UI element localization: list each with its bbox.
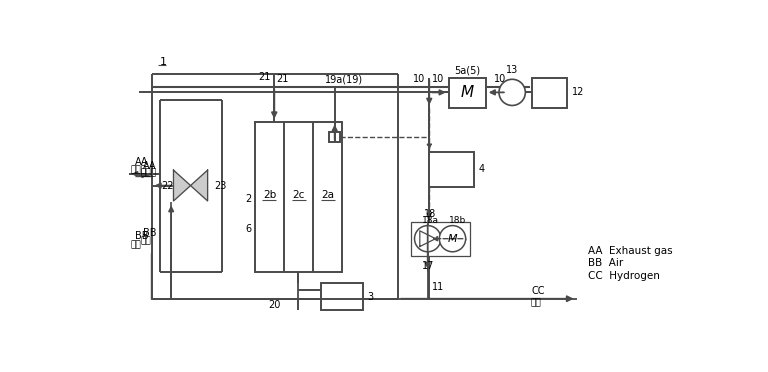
Text: BB: BB xyxy=(143,228,156,238)
Text: 18b: 18b xyxy=(449,216,466,225)
Bar xyxy=(255,122,343,272)
Circle shape xyxy=(415,225,441,252)
Text: 13: 13 xyxy=(506,65,518,75)
Text: BB  Air: BB Air xyxy=(588,258,624,268)
Bar xyxy=(329,132,340,142)
Text: 10: 10 xyxy=(432,74,444,84)
Text: 12: 12 xyxy=(572,87,584,97)
Text: 4: 4 xyxy=(479,164,485,174)
Text: AA  Exhaust gas: AA Exhaust gas xyxy=(588,246,673,256)
Bar xyxy=(449,78,486,108)
Text: M: M xyxy=(461,85,474,100)
Text: 1: 1 xyxy=(160,57,167,67)
Bar xyxy=(429,153,474,187)
Text: 11: 11 xyxy=(432,282,444,292)
Bar xyxy=(321,283,363,310)
Text: 22: 22 xyxy=(161,180,174,190)
Text: 21: 21 xyxy=(258,72,270,82)
Text: CC  Hydrogen: CC Hydrogen xyxy=(588,271,660,280)
Text: CC: CC xyxy=(531,286,545,296)
Text: 17: 17 xyxy=(422,261,434,271)
Text: 6: 6 xyxy=(245,224,251,234)
Polygon shape xyxy=(190,170,207,201)
Text: BB: BB xyxy=(134,231,148,241)
Text: 5a(5): 5a(5) xyxy=(454,65,480,75)
Text: 2: 2 xyxy=(245,194,251,203)
Polygon shape xyxy=(420,231,435,247)
Text: AA: AA xyxy=(143,161,156,170)
Text: 2b: 2b xyxy=(263,190,276,200)
Text: 10: 10 xyxy=(494,74,506,84)
Text: 18: 18 xyxy=(424,209,436,219)
Text: 2c: 2c xyxy=(293,190,305,200)
Text: 2a: 2a xyxy=(321,190,334,200)
Text: 空気: 空気 xyxy=(141,237,151,246)
Text: 19a(19): 19a(19) xyxy=(325,74,362,84)
Text: M: M xyxy=(448,234,457,244)
Text: 水素: 水素 xyxy=(530,298,541,307)
Circle shape xyxy=(499,79,525,106)
Text: 3: 3 xyxy=(367,292,373,302)
Text: 10: 10 xyxy=(413,74,425,84)
Text: 排ガス: 排ガス xyxy=(141,169,157,178)
Text: 排ガス: 排ガス xyxy=(131,166,147,174)
Text: AA: AA xyxy=(134,157,148,167)
Bar xyxy=(531,78,568,108)
Polygon shape xyxy=(174,170,190,201)
Circle shape xyxy=(439,225,465,252)
Text: 20: 20 xyxy=(268,300,280,310)
Bar xyxy=(411,222,469,256)
Text: 21: 21 xyxy=(276,74,289,84)
Text: 18a: 18a xyxy=(422,216,439,225)
Text: 空気: 空気 xyxy=(131,240,141,249)
Text: 23: 23 xyxy=(214,180,226,190)
